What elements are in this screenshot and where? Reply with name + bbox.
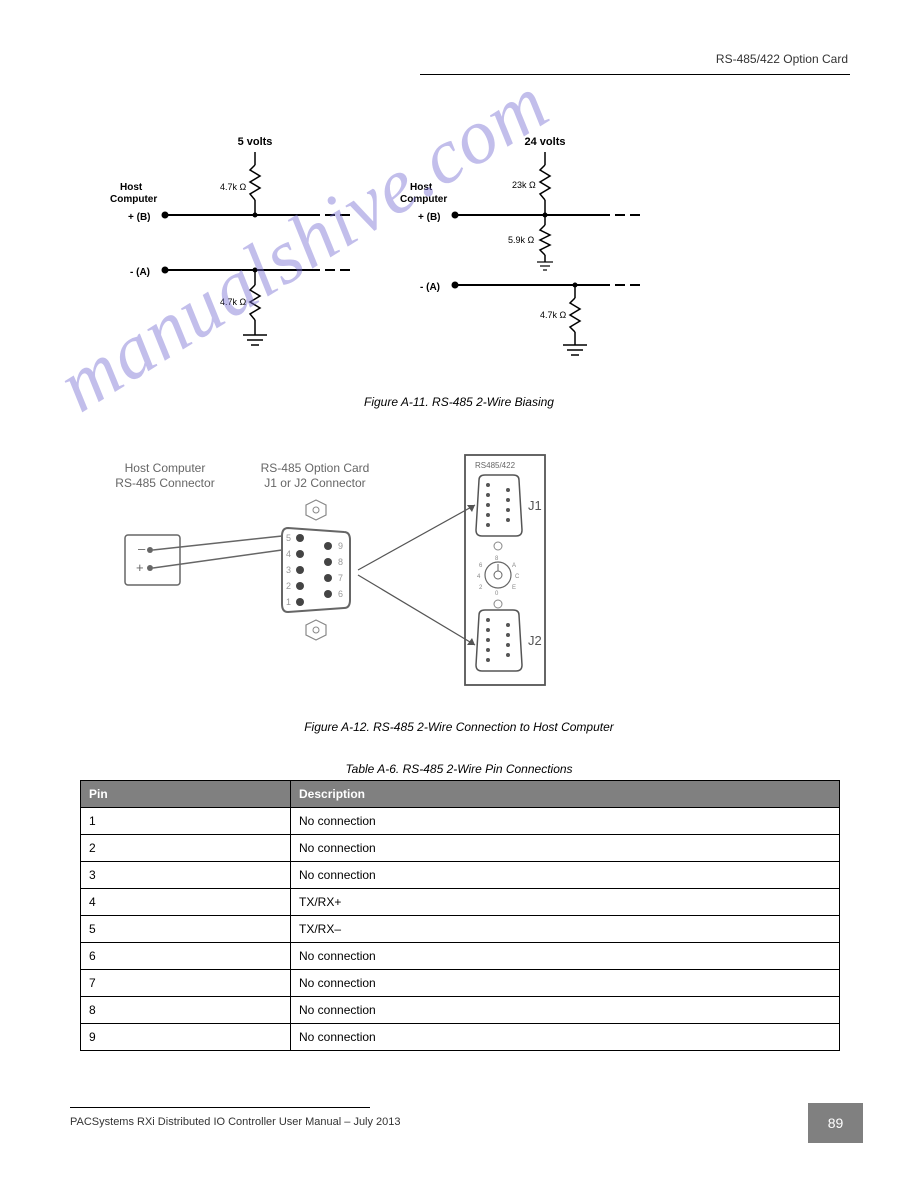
figure-a12-caption: Figure A-12. RS-485 2-Wire Connection to… (0, 720, 918, 734)
figure-wiring-diagram: Host Computer RS-485 Connector RS-485 Op… (110, 450, 710, 700)
table-header-desc: Description (291, 781, 840, 808)
svg-text:- (A): - (A) (130, 267, 150, 278)
svg-text:24 volts: 24 volts (525, 136, 566, 148)
header-text: RS-485/422 Option Card (716, 52, 848, 66)
table-row: 9No connection (81, 1024, 840, 1051)
svg-text:4.7k Ω: 4.7k Ω (540, 310, 567, 320)
svg-text:1: 1 (286, 597, 291, 607)
svg-text:6: 6 (338, 589, 343, 599)
svg-text:Host: Host (120, 182, 143, 193)
footer-rule (70, 1107, 370, 1108)
pin-connections-table: Pin Description 1No connection 2No conne… (80, 780, 840, 1051)
page-number: 89 (808, 1103, 863, 1143)
svg-text:+ (B): + (B) (418, 212, 441, 223)
svg-text:3: 3 (286, 565, 291, 575)
table-row: 4TX/RX+ (81, 889, 840, 916)
svg-text:- (A): - (A) (420, 282, 440, 293)
left-r2: 4.7k Ω (220, 297, 247, 307)
svg-text:Computer: Computer (400, 194, 447, 205)
figure-a11-caption: Figure A-11. RS-485 2-Wire Biasing (0, 395, 918, 409)
svg-text:4: 4 (286, 549, 291, 559)
svg-text:0: 0 (495, 591, 499, 597)
svg-text:7: 7 (338, 573, 343, 583)
svg-text:2: 2 (479, 585, 483, 591)
table-title: Table A-6. RS-485 2-Wire Pin Connections (0, 762, 918, 776)
table-row: 6No connection (81, 943, 840, 970)
svg-text:E: E (512, 585, 516, 591)
table-row: 8No connection (81, 997, 840, 1024)
svg-text:8: 8 (338, 557, 343, 567)
svg-text:5.9k Ω: 5.9k Ω (508, 235, 535, 245)
svg-text:2: 2 (286, 581, 291, 591)
svg-text:C: C (515, 574, 520, 580)
svg-text:+ (B): + (B) (128, 212, 151, 223)
svg-text:8: 8 (495, 556, 499, 562)
svg-text:Computer: Computer (110, 194, 157, 205)
svg-text:Host Computer: Host Computer (125, 461, 206, 475)
svg-text:4: 4 (477, 574, 481, 580)
svg-text:23k Ω: 23k Ω (512, 180, 536, 190)
svg-text:RS485/422: RS485/422 (475, 461, 516, 470)
left-r1: 4.7k Ω (220, 182, 247, 192)
table-row: 5TX/RX– (81, 916, 840, 943)
svg-text:J2: J2 (528, 633, 542, 648)
svg-text:–: – (138, 541, 146, 556)
table-row: 2No connection (81, 835, 840, 862)
table-header-pin: Pin (81, 781, 291, 808)
svg-text:J1: J1 (528, 498, 542, 513)
table-row: 7No connection (81, 970, 840, 997)
footer-text: PACSystems RXi Distributed IO Controller… (70, 1116, 401, 1128)
svg-text:6: 6 (479, 563, 483, 569)
svg-text:J1 or J2 Connector: J1 or J2 Connector (264, 476, 365, 490)
left-voltage: 5 volts (238, 136, 273, 148)
svg-text:A: A (512, 563, 516, 569)
header-rule (420, 74, 850, 75)
svg-text:RS-485 Option Card: RS-485 Option Card (261, 461, 370, 475)
svg-text:Host: Host (410, 182, 433, 193)
svg-text:9: 9 (338, 541, 343, 551)
svg-text:5: 5 (286, 533, 291, 543)
table-row: 3No connection (81, 862, 840, 889)
table-row: 1No connection (81, 808, 840, 835)
figure-biasing-circuits: 5 volts 4.7k Ω Host Computer + (B) - (A)… (110, 130, 700, 370)
svg-text:+: + (136, 560, 144, 575)
svg-text:RS-485 Connector: RS-485 Connector (115, 476, 214, 490)
